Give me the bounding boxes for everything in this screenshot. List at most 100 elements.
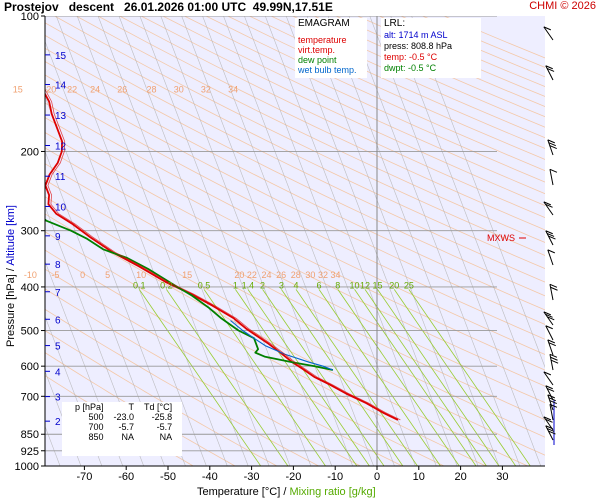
series-wet-bulb-temp- bbox=[230, 320, 334, 371]
legend-dew-point: dew point bbox=[298, 55, 337, 65]
altitude-tick-label: 3 bbox=[55, 393, 61, 404]
isotherm-line bbox=[181, 16, 353, 466]
dry-adiabat-line bbox=[45, 61, 545, 311]
y-axis-label-separator: / bbox=[5, 265, 17, 275]
x-tick-label: -70 bbox=[76, 471, 92, 483]
wind-barb-feather bbox=[545, 325, 553, 330]
mixing-ratio-line bbox=[138, 289, 262, 466]
altitude-tick-label: 8 bbox=[55, 260, 61, 271]
wind-barb-feather bbox=[549, 168, 558, 173]
adiabat-label: -10 bbox=[24, 270, 37, 280]
mxws-label: MXWS bbox=[487, 233, 515, 243]
grid-lines bbox=[45, 16, 545, 466]
wind-barb-feather bbox=[543, 371, 552, 376]
table-cell: -23.0 bbox=[113, 412, 135, 422]
wind-barb-feather bbox=[546, 427, 555, 432]
y-tick-label: 925 bbox=[21, 446, 39, 458]
y-axis-label-pressure: Pressure [hPa] bbox=[5, 274, 17, 347]
legend-temperature: temperature bbox=[298, 35, 347, 45]
wind-barb-feather bbox=[543, 26, 552, 31]
dry-adiabat-line bbox=[54, 16, 545, 256]
lrl-title: LRL: bbox=[384, 18, 406, 29]
series-virt-temp bbox=[45, 88, 401, 421]
adiabat-label: 10 bbox=[136, 270, 146, 280]
wind-barb-feather bbox=[545, 203, 553, 208]
wind-barb-feather bbox=[546, 67, 555, 72]
wind-barb-feather bbox=[548, 142, 556, 147]
wind-barb bbox=[547, 139, 557, 156]
wind-barb-feather bbox=[546, 387, 555, 392]
dry-adiabat-line bbox=[45, 196, 545, 456]
sounding-series bbox=[45, 88, 401, 421]
wind-barb-staff bbox=[545, 230, 554, 246]
altitude-tick-label: 12 bbox=[55, 142, 67, 153]
table-cell: 850 bbox=[88, 432, 104, 442]
wind-barb bbox=[549, 353, 559, 371]
wind-barb bbox=[545, 325, 554, 341]
wind-barb-staff bbox=[547, 394, 554, 411]
adiabat-label: 20 bbox=[46, 85, 56, 95]
y-tick-label: 700 bbox=[21, 391, 39, 403]
x-tick-label: -50 bbox=[160, 471, 176, 483]
y-axis-label: Pressure [hPa] / Altitude [km] bbox=[5, 201, 17, 351]
dry-adiabat-line bbox=[45, 179, 545, 438]
x-tick-label: -40 bbox=[202, 471, 218, 483]
wind-barb-staff bbox=[543, 201, 554, 216]
wind-barb-feather bbox=[549, 400, 557, 405]
mixing-ratio-label: 10 bbox=[350, 280, 360, 290]
isotherm-line bbox=[244, 16, 416, 466]
mixing-ratio-line bbox=[281, 289, 404, 466]
mixing-ratio-line bbox=[295, 289, 418, 466]
dry-adiabat-line bbox=[45, 88, 545, 340]
adiabat-label: 34 bbox=[330, 270, 340, 280]
legend-wet-bulb: wet bulb temp. bbox=[298, 65, 357, 75]
wind-barb-staff bbox=[547, 139, 554, 156]
mixing-ratio-line bbox=[247, 289, 370, 466]
table-cell: NA bbox=[159, 432, 173, 442]
mixing-ratio-line bbox=[408, 289, 531, 466]
table-header: T bbox=[128, 402, 135, 412]
adiabat-label: 0 bbox=[80, 270, 85, 280]
x-tick-label: -20 bbox=[285, 471, 301, 483]
table-header-row: p [hPa] T Td [°C] bbox=[70, 402, 177, 412]
mixing-ratio-label: 0.5 bbox=[198, 280, 211, 290]
altitude-tick-label: 13 bbox=[55, 111, 67, 122]
credit-link[interactable]: CHMI © 2026 bbox=[529, 0, 596, 12]
isotherm-line bbox=[160, 16, 333, 466]
table-row: 500 -23.0 -25.8 bbox=[70, 412, 177, 422]
dry-adiabat-line bbox=[119, 16, 545, 218]
wind-barb-staff bbox=[547, 249, 554, 266]
altitude-tick-label: 6 bbox=[55, 315, 61, 326]
isotherm-line bbox=[118, 16, 291, 466]
legend: EMAGRAM temperature virt.temp. dew point… bbox=[295, 18, 367, 78]
isotherm-line bbox=[390, 16, 545, 423]
altitude-tick-label: 4 bbox=[55, 367, 61, 378]
wind-barb-feather bbox=[550, 356, 558, 361]
wind-barb-feather bbox=[545, 425, 553, 430]
adiabat-label: 15 bbox=[182, 270, 192, 280]
x-axis-label-temperature: Temperature [°C] bbox=[197, 486, 281, 498]
x-tick-label: 0 bbox=[374, 471, 380, 483]
altitude-tick-label: 2 bbox=[55, 417, 61, 428]
wind-barb-feather bbox=[548, 342, 556, 347]
mixing-ratio-label: 4 bbox=[293, 280, 298, 290]
altitude-tick-label: 10 bbox=[55, 202, 67, 213]
wind-barb-feather bbox=[549, 353, 558, 358]
mixing-ratio-label: 15 bbox=[373, 280, 383, 290]
wind-barb bbox=[545, 385, 555, 401]
wind-barb bbox=[549, 283, 558, 301]
y-tick-label: 100 bbox=[21, 11, 39, 23]
wind-barb bbox=[547, 339, 556, 356]
mixing-ratio-line bbox=[393, 289, 517, 466]
table-cell: -5.7 bbox=[118, 422, 135, 432]
isotherm-line bbox=[285, 16, 458, 466]
adiabat-label: 30 bbox=[174, 85, 184, 95]
table-header: Td [°C] bbox=[144, 402, 173, 412]
isotherm-line bbox=[45, 260, 124, 466]
dry-adiabat-line bbox=[45, 47, 545, 297]
adiabat-label: 5 bbox=[105, 270, 110, 280]
adiabat-label: 22 bbox=[247, 270, 257, 280]
mixing-ratio-line bbox=[262, 289, 385, 466]
wind-barb-staff bbox=[543, 371, 554, 386]
